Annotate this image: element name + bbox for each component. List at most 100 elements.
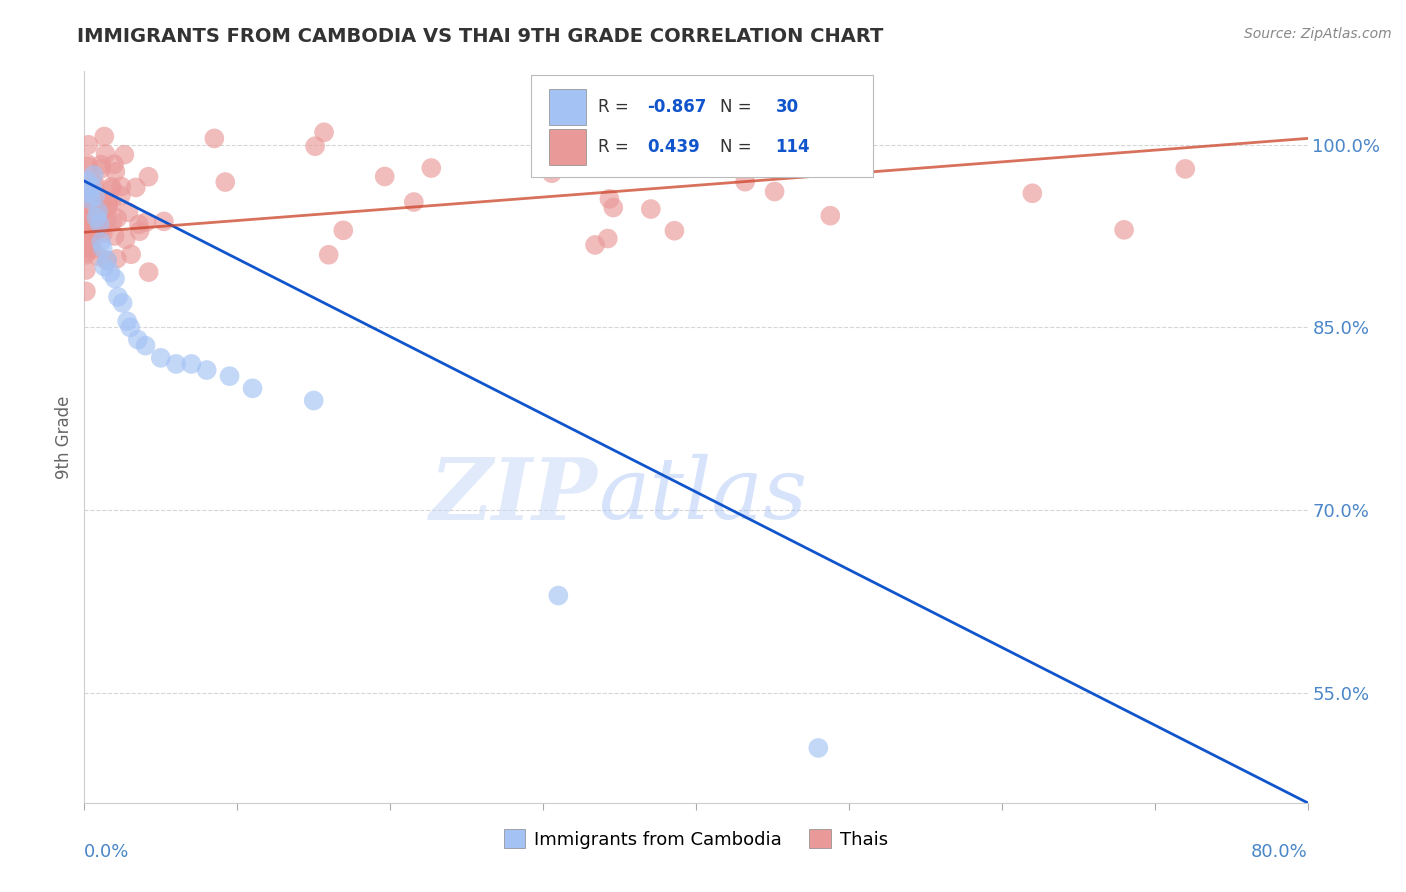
Point: [87, 205, 110, 219]
Point: [96, 253, 118, 268]
Point: [135, 215, 157, 229]
Text: -0.867: -0.867: [647, 98, 706, 116]
Point: [79, 202, 101, 217]
Y-axis label: 9th Grade: 9th Grade: [55, 395, 73, 479]
FancyBboxPatch shape: [550, 128, 586, 165]
Point: [80, 210, 103, 224]
Point: [90, 195, 112, 210]
Point: [86, 207, 108, 221]
Point: [91, 195, 114, 210]
Point: [127, 333, 149, 347]
Point: [80, 197, 103, 211]
Point: [110, 188, 132, 202]
Point: [76, 174, 98, 188]
Text: R =: R =: [598, 98, 634, 116]
Point: [77, 160, 100, 174]
Point: [77, 242, 100, 256]
Point: [664, 224, 686, 238]
Point: [602, 201, 624, 215]
Point: [820, 209, 842, 223]
Point: [90, 220, 112, 235]
Point: [111, 296, 134, 310]
Text: Source: ZipAtlas.com: Source: ZipAtlas.com: [1244, 27, 1392, 41]
Point: [76, 244, 98, 259]
Point: [138, 265, 160, 279]
Point: [547, 589, 569, 603]
Point: [97, 194, 120, 208]
Legend: Immigrants from Cambodia, Thais: Immigrants from Cambodia, Thais: [496, 822, 896, 856]
Point: [402, 194, 425, 209]
Point: [80, 197, 103, 211]
Point: [763, 185, 786, 199]
Point: [120, 247, 142, 261]
Point: [100, 196, 122, 211]
Point: [374, 169, 396, 184]
Point: [76, 233, 98, 247]
Point: [91, 241, 114, 255]
Point: [75, 248, 97, 262]
Point: [100, 181, 122, 195]
Point: [87, 204, 110, 219]
Point: [807, 740, 830, 755]
Point: [76, 157, 98, 171]
Point: [79, 193, 101, 207]
Point: [110, 179, 132, 194]
Point: [75, 192, 97, 206]
Text: 80.0%: 80.0%: [1251, 843, 1308, 861]
Point: [107, 290, 129, 304]
Point: [101, 214, 124, 228]
Point: [318, 248, 340, 262]
Point: [96, 213, 118, 227]
Point: [76, 211, 98, 226]
Text: IMMIGRANTS FROM CAMBODIA VS THAI 9TH GRADE CORRELATION CHART: IMMIGRANTS FROM CAMBODIA VS THAI 9TH GRA…: [77, 27, 884, 45]
Point: [420, 161, 443, 175]
Point: [90, 158, 112, 172]
Point: [96, 253, 118, 268]
Point: [153, 214, 176, 228]
Point: [82, 242, 104, 256]
Point: [332, 223, 354, 237]
Text: R =: R =: [598, 138, 634, 156]
Point: [86, 249, 108, 263]
Text: 0.0%: 0.0%: [84, 843, 129, 861]
Point: [80, 222, 103, 236]
Point: [80, 229, 103, 244]
Point: [149, 351, 172, 365]
Point: [135, 339, 157, 353]
Point: [583, 238, 606, 252]
Point: [77, 220, 100, 235]
Point: [75, 196, 97, 211]
Point: [312, 125, 335, 139]
Point: [640, 202, 662, 216]
Point: [82, 202, 104, 217]
Point: [84, 188, 107, 202]
Point: [115, 314, 138, 328]
Point: [596, 231, 619, 245]
Point: [1114, 223, 1136, 237]
Point: [105, 211, 128, 226]
Point: [138, 169, 160, 184]
Text: N =: N =: [720, 138, 758, 156]
Point: [98, 266, 121, 280]
Point: [195, 363, 218, 377]
Point: [75, 202, 97, 216]
Point: [90, 235, 112, 249]
Point: [84, 226, 107, 240]
Point: [75, 186, 97, 201]
Point: [76, 205, 98, 219]
Point: [79, 236, 101, 251]
Point: [202, 131, 225, 145]
Point: [83, 168, 105, 182]
Point: [76, 196, 98, 211]
Point: [86, 211, 108, 225]
Point: [125, 180, 148, 194]
Point: [94, 147, 117, 161]
Point: [304, 139, 326, 153]
Text: atlas: atlas: [598, 454, 807, 537]
Point: [598, 192, 620, 206]
Point: [82, 175, 104, 189]
Text: ZIP: ZIP: [430, 454, 598, 537]
Point: [302, 393, 325, 408]
Point: [97, 195, 120, 210]
Point: [83, 177, 105, 191]
